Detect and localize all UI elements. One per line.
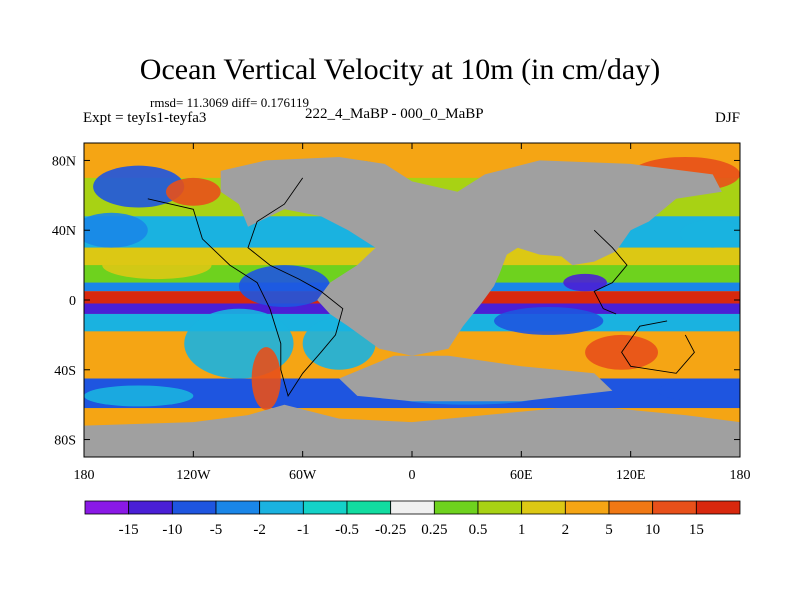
colorbar-swatch (171, 500, 217, 515)
x-tick-label: 0 (409, 468, 416, 483)
field-anomaly (238, 265, 330, 307)
colorbar-label: 1 (518, 522, 526, 538)
colorbar-swatch (521, 500, 566, 515)
field-anomaly (93, 165, 185, 208)
colorbar-swatch (346, 500, 392, 515)
colorbar-label: 5 (605, 522, 613, 538)
y-tick-label: 40S (54, 364, 76, 379)
colorbar-swatch (477, 500, 523, 515)
field-anomaly (102, 251, 212, 280)
field-anomaly (84, 385, 194, 407)
land-mass (84, 404, 740, 457)
land-mass (220, 157, 722, 356)
x-tick-label: 120W (176, 468, 211, 483)
colorbar-swatch (564, 500, 610, 515)
colorbar-label: -1 (297, 522, 310, 538)
coastline (147, 177, 344, 397)
field-anomaly (84, 212, 148, 248)
coastline (621, 320, 695, 374)
x-tick-label: 180 (730, 468, 751, 483)
y-tick-label: 80S (54, 434, 76, 449)
colorbar-label: -15 (119, 522, 139, 538)
field-anomaly (658, 380, 740, 402)
season-label: DJF (714, 110, 740, 126)
colorbar-label: -2 (253, 522, 266, 538)
colorbar-swatch (84, 500, 130, 515)
x-tick-label: 180 (74, 468, 95, 483)
field-anomaly (166, 177, 221, 206)
colorbar-label: -0.25 (375, 522, 406, 538)
colorbar-label: -5 (210, 522, 223, 538)
colorbar-label: 0.25 (421, 522, 447, 538)
map-area (83, 142, 741, 458)
colorbar-label: 2 (562, 522, 570, 538)
colorbar-label: -10 (162, 522, 182, 538)
stats-text: rmsd= 11.3069 diff= 0.176119 (150, 95, 309, 110)
y-tick-label: 0 (69, 294, 76, 309)
field-anomaly (494, 306, 604, 335)
x-tick-label: 120E (616, 468, 646, 483)
colorbar-swatch (259, 500, 304, 515)
colorbar-swatch (390, 500, 435, 515)
colorbar-label: 0.5 (469, 522, 488, 538)
colorbar-label: -0.5 (335, 522, 359, 538)
chart-title: Ocean Vertical Velocity at 10m (in cm/da… (139, 53, 661, 86)
land-mass (339, 355, 613, 402)
colorbar-swatch (433, 500, 479, 515)
colorbar-swatch (302, 500, 348, 515)
comparison-label: 222_4_MaBP - 000_0_MaBP (305, 106, 484, 122)
colorbar-swatch (695, 500, 741, 515)
x-tick-label: 60E (510, 468, 533, 483)
colorbar-label: 10 (645, 522, 660, 538)
colorbar-swatch (652, 500, 697, 515)
colorbar-label: 15 (689, 522, 704, 538)
colorbar: -15 -10 -5 -2 -1 -0.5 -0.25 0.25 0.5 1 2 5 10 15 (84, 500, 741, 538)
y-tick-label: 40N (52, 224, 76, 239)
x-tick-label: 60W (289, 468, 317, 483)
field-anomaly (679, 219, 740, 248)
field-anomaly (563, 273, 607, 292)
y-tick-label: 80N (52, 154, 76, 169)
colorbar-swatch (608, 500, 654, 515)
axes: 180 120W 60W 0 60E 120E 180 80N 40N 0 40S 80S (52, 143, 751, 483)
coastline (593, 229, 628, 315)
experiment-label: Expt = teyIs1-teyfa3 (83, 110, 207, 126)
field-anomaly (251, 347, 281, 410)
colorbar-swatch (215, 500, 261, 515)
colorbar-swatch (128, 500, 173, 515)
